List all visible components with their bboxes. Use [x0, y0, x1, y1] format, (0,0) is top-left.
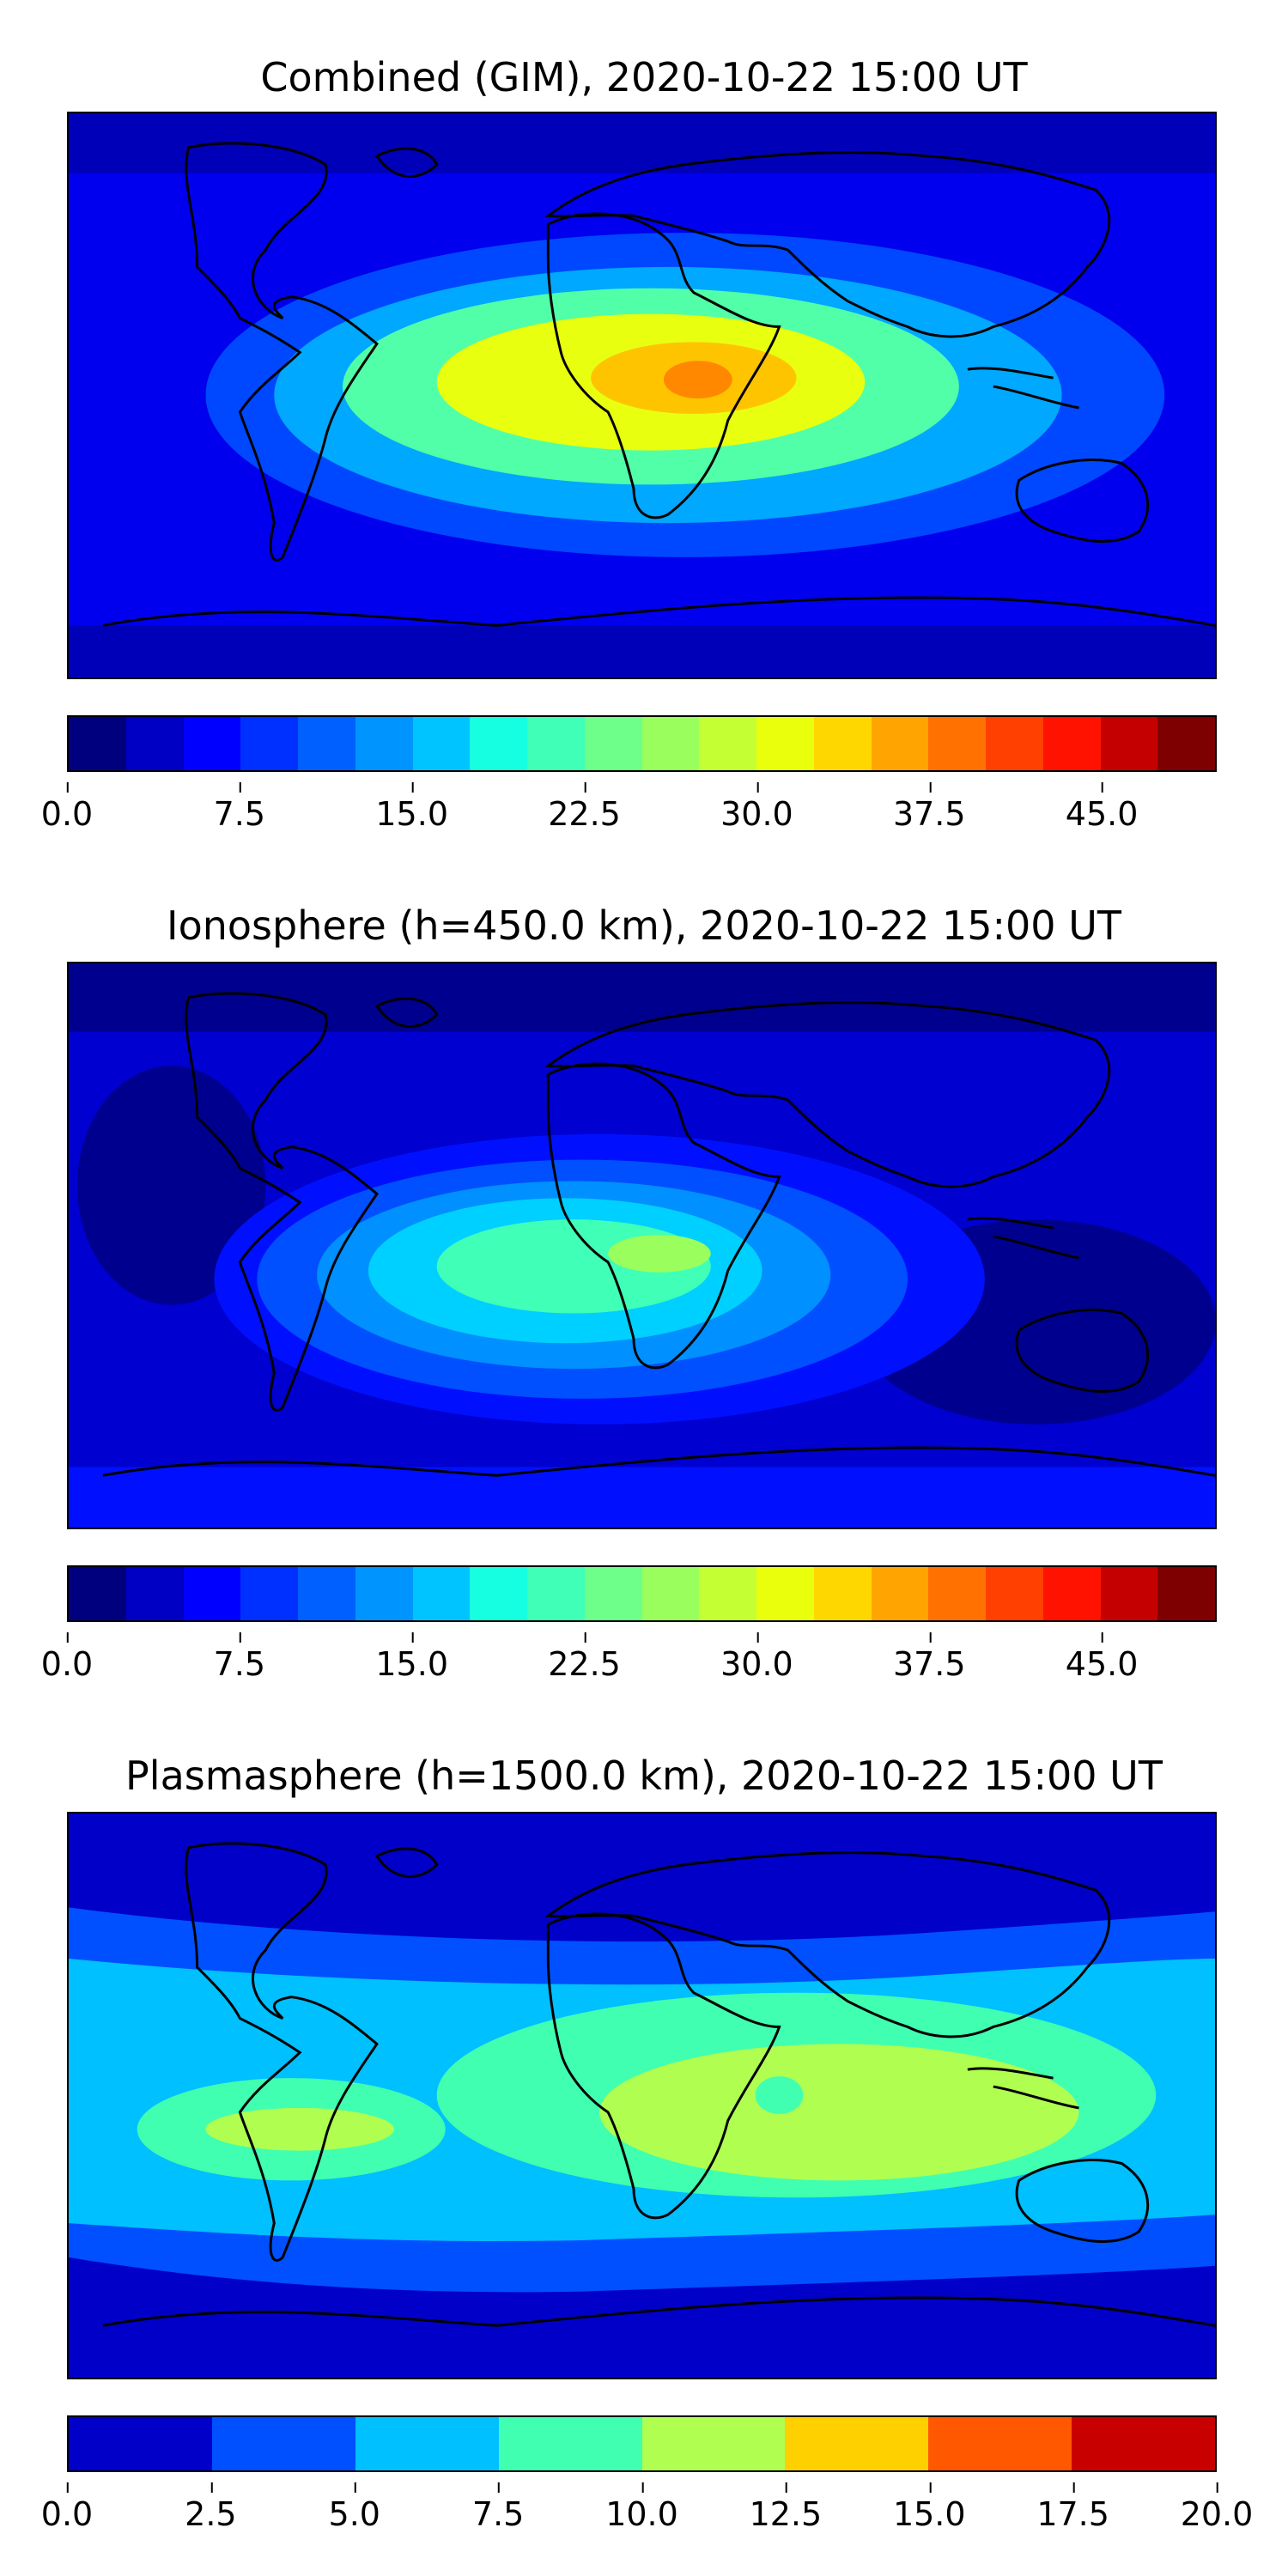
- colorbar-segment: [584, 717, 642, 770]
- colorbar-tick-label: 37.5: [892, 782, 966, 833]
- colorbar-tick-label: 22.5: [548, 1632, 621, 1683]
- colorbar-tick-label: 30.0: [720, 1632, 793, 1683]
- colorbar-segment: [1100, 1567, 1158, 1620]
- colorbar-tick-label: 15.0: [375, 1632, 448, 1683]
- colorbar-tick-label: 0.0: [40, 782, 94, 833]
- colorbar-tick-label: 7.5: [213, 1632, 266, 1683]
- colorbar-segment: [183, 1567, 241, 1620]
- coastlines: [102, 992, 1215, 1477]
- colorbar-ticks-plasmasphere: 0.0 2.5 5.0 7.5 10.0 12.5 15.0 17.5 20.0: [41, 2482, 1253, 2537]
- colorbar-segment: [498, 2417, 642, 2470]
- colorbar-segment: [298, 717, 355, 770]
- colorbar-tick-label: 7.5: [471, 2482, 525, 2533]
- colorbar-segment: [183, 717, 241, 770]
- colorbar-segment: [641, 1567, 700, 1620]
- colorbar-segment: [1072, 2417, 1215, 2470]
- colorbar-combined: [67, 715, 1217, 772]
- colorbar-segment: [785, 2417, 929, 2470]
- colorbar-segment: [928, 1567, 986, 1620]
- colorbar-segment: [813, 717, 872, 770]
- colorbar-tick-label: 5.0: [328, 2482, 380, 2533]
- map-combined: [67, 112, 1217, 679]
- colorbar-tick-label: 0.0: [40, 2482, 94, 2533]
- colorbar-segment: [1157, 717, 1215, 770]
- colorbar-segment: [641, 2417, 786, 2470]
- contour-level-4-west: [205, 2107, 394, 2151]
- colorbar-segment: [1042, 1567, 1101, 1620]
- colorbar-segment: [1157, 1567, 1215, 1620]
- colorbar-tick-label: 15.0: [375, 782, 448, 833]
- colorbar-segment: [240, 717, 298, 770]
- colorbar-segment: [412, 1567, 471, 1620]
- colorbar-segment: [69, 1567, 126, 1620]
- colorbar-tick-label: 17.5: [1036, 2482, 1109, 2533]
- contour-polar-north: [69, 113, 1215, 173]
- coastlines: [102, 142, 1215, 627]
- colorbar-ticks-combined: 0.0 7.5 15.0 22.5 30.0 37.5 45.0: [41, 782, 1217, 837]
- colorbar-segment: [412, 717, 471, 770]
- colorbar-tick-label: 7.5: [213, 782, 266, 833]
- colorbar-tick-label: 22.5: [548, 782, 621, 833]
- panel-title-ionosphere: Ionosphere (h=450.0 km), 2020-10-22 15:0…: [167, 902, 1121, 949]
- colorbar-segment: [470, 717, 527, 770]
- colorbar-segment: [355, 1567, 413, 1620]
- contour-polar-north: [69, 963, 1215, 1032]
- colorbar-tick-label: 20.0: [1180, 2482, 1254, 2533]
- panel-title-plasmasphere: Plasmasphere (h=1500.0 km), 2020-10-22 1…: [125, 1753, 1163, 1799]
- colorbar-segment: [871, 1567, 929, 1620]
- colorbar-tick-label: 10.0: [605, 2482, 678, 2533]
- colorbar-tick-label: 45.0: [1065, 782, 1139, 833]
- tec-map-plasmasphere: [69, 1814, 1215, 2378]
- colorbar-segment: [1100, 717, 1158, 770]
- colorbar-tick-label: 12.5: [749, 2482, 823, 2533]
- contour-polar-south: [69, 625, 1215, 677]
- map-plasmasphere: [67, 1812, 1217, 2379]
- colorbar-segment: [355, 2417, 499, 2470]
- colorbar-tick-label: 15.0: [892, 2482, 966, 2533]
- colorbar-segment: [125, 717, 184, 770]
- colorbar-segment: [813, 1567, 872, 1620]
- contour-level-6: [608, 1235, 711, 1273]
- colorbar-tick-label: 45.0: [1065, 1632, 1139, 1683]
- colorbar-segment: [527, 717, 585, 770]
- contour-level-6: [663, 361, 732, 398]
- colorbar-plasmasphere: [67, 2415, 1217, 2472]
- colorbar-tick-label: 0.0: [40, 1632, 94, 1683]
- colorbar-segment: [69, 717, 126, 770]
- tec-map-combined: [69, 113, 1215, 677]
- colorbar-tick-label: 30.0: [720, 782, 793, 833]
- colorbar-segment: [871, 717, 929, 770]
- colorbar-segment: [986, 717, 1043, 770]
- colorbar-ticks-ionosphere: 0.0 7.5 15.0 22.5 30.0 37.5 45.0: [41, 1632, 1217, 1687]
- colorbar-segment: [756, 1567, 814, 1620]
- colorbar-segment: [298, 1567, 355, 1620]
- colorbar-segment: [355, 717, 413, 770]
- contour-level-4-east: [599, 2044, 1079, 2181]
- contour-polar-south: [69, 1467, 1215, 1528]
- colorbar-tick-label: 2.5: [185, 2482, 237, 2533]
- panel-title-combined: Combined (GIM), 2020-10-22 15:00 UT: [260, 54, 1028, 100]
- colorbar-segment: [699, 1567, 756, 1620]
- colorbar-segment: [584, 1567, 642, 1620]
- colorbar-segment: [641, 717, 700, 770]
- colorbar-segment: [986, 1567, 1043, 1620]
- map-ionosphere: [67, 962, 1217, 1529]
- colorbar-segment: [527, 1567, 585, 1620]
- colorbar-segment: [240, 1567, 298, 1620]
- colorbar-tick-label: 37.5: [892, 1632, 966, 1683]
- contour-local-low: [755, 2076, 804, 2114]
- colorbar-segment: [470, 1567, 527, 1620]
- colorbar-segment: [125, 1567, 184, 1620]
- contour-low-west: [76, 1066, 266, 1305]
- colorbar-segment: [699, 717, 756, 770]
- colorbar-segment: [756, 717, 814, 770]
- tec-map-ionosphere: [69, 963, 1215, 1528]
- coastlines: [102, 1842, 1215, 2327]
- colorbar-segment: [928, 2417, 1072, 2470]
- colorbar-segment: [69, 2417, 212, 2470]
- colorbar-ionosphere: [67, 1565, 1217, 1622]
- colorbar-segment: [1042, 717, 1101, 770]
- colorbar-segment: [211, 2417, 355, 2470]
- colorbar-segment: [928, 717, 986, 770]
